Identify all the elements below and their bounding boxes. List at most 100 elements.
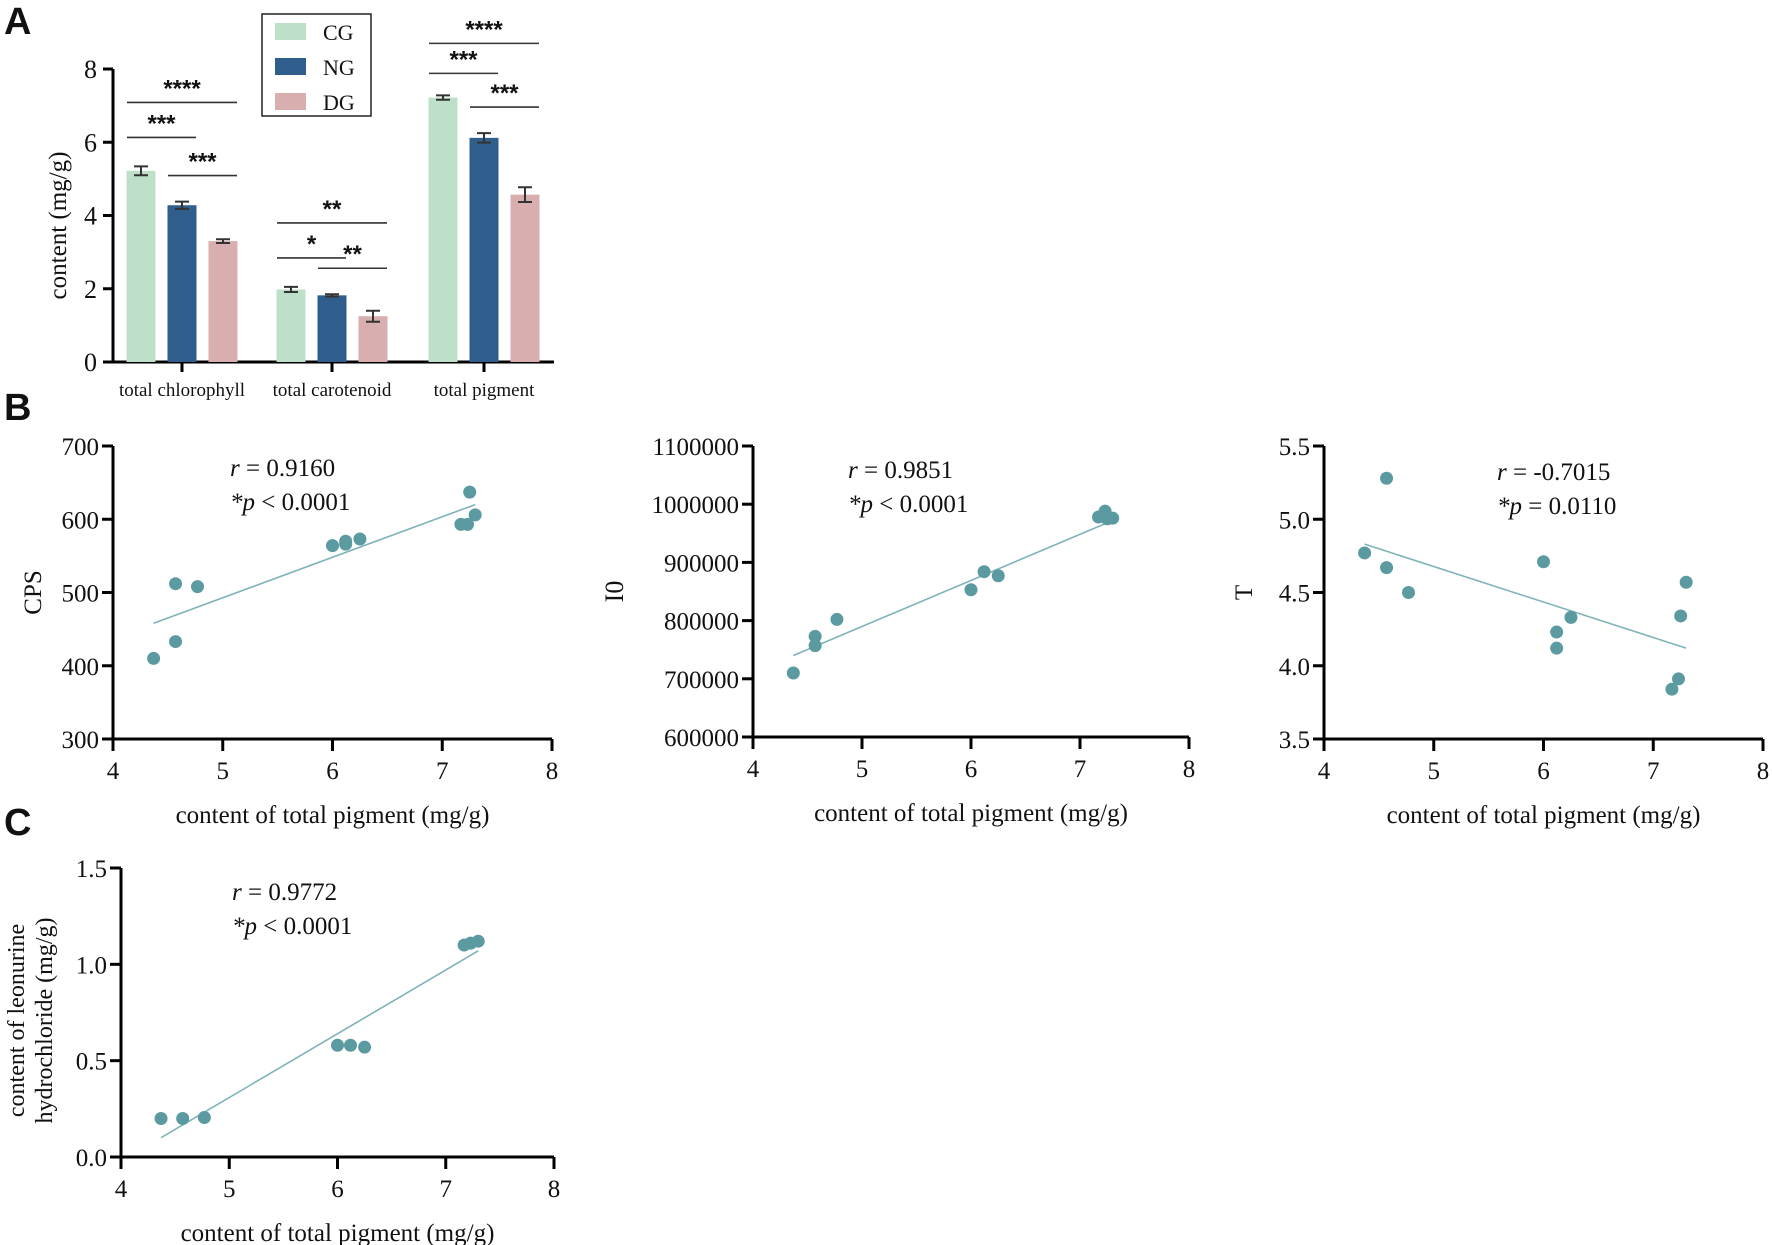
y-tick-label: 1.5 <box>76 856 107 883</box>
scatter-chart-1: 300 400 500 600 700 4 5 6 7 8 content of total pig… <box>20 434 558 829</box>
y-tick-label: 5.5 <box>1279 434 1310 461</box>
scatter-chart-4: 0.0 0.5 1.0 1.5 4 5 6 7 8 content of total pigmen… <box>4 856 560 1245</box>
data-point <box>1674 609 1688 623</box>
regression-line <box>153 503 476 625</box>
data-point <box>169 635 183 649</box>
y-tick-label: 1100000 <box>652 434 739 461</box>
significance-label: *** <box>490 80 519 107</box>
data-point <box>1665 682 1679 696</box>
legend-label: NG <box>323 55 355 80</box>
bar-dg <box>208 241 238 362</box>
y-tick-label: 5.0 <box>1279 507 1310 534</box>
y-axis-title-line: content of leonurine <box>4 924 30 1117</box>
data-point <box>977 565 991 579</box>
legend-swatch-dg <box>275 93 306 110</box>
error-bar <box>366 309 380 323</box>
r-value: = 0.9772 <box>248 879 337 906</box>
significance-label: **** <box>465 16 503 43</box>
y-tick-label: 500 <box>62 581 100 608</box>
panel-letter-b: B <box>4 387 31 429</box>
data-point <box>786 666 800 680</box>
data-point <box>460 517 474 531</box>
p-symbol: *p <box>230 489 261 516</box>
data-point <box>830 612 844 626</box>
r-symbol: r <box>230 455 246 482</box>
significance-label: *** <box>188 149 217 176</box>
r-annotation: r = 0.9772 <box>232 879 337 906</box>
r-annotation: r = 0.9851 <box>848 457 953 484</box>
x-tick-label: 4 <box>1318 758 1331 785</box>
legend-swatch-ng <box>275 58 306 75</box>
y-tick-label: 0.0 <box>76 1145 107 1172</box>
y-tick-label: 8 <box>84 55 97 84</box>
error-bar <box>134 165 148 177</box>
y-tick-label: 700000 <box>664 667 739 694</box>
significance-label: *** <box>147 110 176 137</box>
data-point <box>991 569 1005 583</box>
y-tick-label: 0.5 <box>76 1049 107 1076</box>
data-point <box>1380 561 1394 575</box>
y-axis-title: CPS <box>20 570 47 614</box>
y-axis-title: I0 <box>600 581 629 603</box>
x-tick-label: 6 <box>331 1176 344 1203</box>
r-symbol: r <box>848 457 864 484</box>
y-tick-label: 1.0 <box>76 952 107 979</box>
y-tick-label: 300 <box>62 727 100 754</box>
data-point <box>1550 641 1564 655</box>
x-tick-label: 4 <box>107 758 120 785</box>
x-axis-title: content of total pigment (mg/g) <box>814 800 1128 827</box>
data-point <box>1671 672 1685 686</box>
p-value: < 0.0001 <box>263 913 352 940</box>
data-point <box>353 532 367 546</box>
data-point <box>964 583 978 597</box>
scatter-chart-3: 3.5 4.0 4.5 5.0 5.5 4 5 6 7 8 content of total pig… <box>1231 434 1769 829</box>
data-point <box>147 651 161 665</box>
data-point <box>358 1040 372 1054</box>
x-tick-label: 7 <box>440 1176 453 1203</box>
panel-letter-a: A <box>4 1 31 43</box>
error-bar <box>477 132 491 144</box>
x-tick-label: 5 <box>223 1176 236 1203</box>
data-point <box>1564 610 1578 624</box>
y-tick-label: 700 <box>62 434 100 461</box>
bar-ng <box>317 295 347 362</box>
p-value: < 0.0001 <box>261 489 350 516</box>
y-tick-label: 900000 <box>664 550 739 577</box>
data-point <box>808 629 822 643</box>
x-tick-label: 4 <box>747 756 760 783</box>
error-bar <box>518 186 532 203</box>
x-tick-label: 6 <box>965 756 978 783</box>
scatter-chart-2: 600000 700000 800000 900000 1000000 1100000 4 5… <box>600 434 1195 827</box>
bar-ng <box>469 137 499 362</box>
r-symbol: r <box>232 879 248 906</box>
significance-label: ** <box>343 241 362 268</box>
x-tick-label: 5 <box>856 756 869 783</box>
legend-label: CG <box>323 20 354 45</box>
y-tick-label: 400 <box>62 654 100 681</box>
y-tick-label: 3.5 <box>1279 727 1310 754</box>
x-tick-label: 8 <box>548 1176 561 1203</box>
error-bar <box>436 94 450 101</box>
x-tick-label: 6 <box>326 758 339 785</box>
data-point <box>468 508 482 522</box>
data-point <box>169 577 183 591</box>
significance-label: ** <box>323 196 342 223</box>
data-point <box>154 1111 168 1125</box>
y-tick-label: 4.5 <box>1279 581 1310 608</box>
data-point <box>1550 625 1564 639</box>
bar-ng <box>167 205 197 362</box>
error-bar <box>175 200 189 210</box>
y-tick-label: 800000 <box>664 609 739 636</box>
r-value: = 0.9160 <box>246 455 335 482</box>
x-tick-label: 8 <box>1183 756 1196 783</box>
x-tick-label: 7 <box>1074 756 1087 783</box>
data-point <box>1679 575 1693 589</box>
data-point <box>1380 471 1394 485</box>
x-tick-label: 7 <box>436 758 449 785</box>
data-point <box>339 537 353 551</box>
p-annotation: *p < 0.0001 <box>848 491 968 518</box>
r-value: = -0.7015 <box>1513 459 1610 486</box>
r-annotation: r = -0.7015 <box>1497 459 1610 486</box>
legend-label: DG <box>323 90 355 115</box>
